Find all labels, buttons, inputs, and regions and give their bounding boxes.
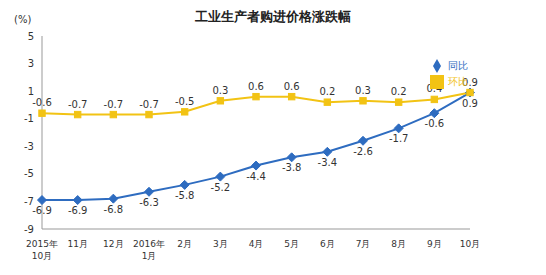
svg-text:0.6: 0.6 bbox=[284, 81, 300, 92]
svg-text:-0.6: -0.6 bbox=[32, 97, 52, 108]
svg-text:-6.8: -6.8 bbox=[104, 204, 124, 215]
svg-text:9月: 9月 bbox=[427, 239, 442, 249]
svg-text:4月: 4月 bbox=[249, 239, 264, 249]
svg-text:-2.6: -2.6 bbox=[353, 146, 373, 157]
svg-text:-6.3: -6.3 bbox=[139, 197, 159, 208]
svg-text:-6.9: -6.9 bbox=[68, 205, 88, 216]
svg-text:-1: -1 bbox=[24, 113, 34, 124]
svg-text:10月: 10月 bbox=[32, 251, 52, 261]
svg-text:-0.5: -0.5 bbox=[175, 96, 195, 107]
svg-text:0.3: 0.3 bbox=[212, 85, 228, 96]
svg-text:-0.6: -0.6 bbox=[425, 118, 445, 129]
svg-text:-4.4: -4.4 bbox=[246, 171, 266, 182]
svg-text:0.6: 0.6 bbox=[248, 81, 264, 92]
svg-text:10月: 10月 bbox=[460, 239, 480, 249]
svg-text:0.2: 0.2 bbox=[319, 86, 335, 97]
svg-text:-5: -5 bbox=[24, 168, 34, 179]
svg-text:11月: 11月 bbox=[67, 239, 87, 249]
svg-text:-1.7: -1.7 bbox=[389, 133, 409, 144]
svg-text:-0.7: -0.7 bbox=[139, 99, 159, 110]
svg-text:-3.8: -3.8 bbox=[282, 162, 302, 173]
svg-text:7月: 7月 bbox=[356, 239, 371, 249]
svg-text:5: 5 bbox=[28, 31, 34, 42]
svg-text:-0.7: -0.7 bbox=[68, 99, 88, 110]
svg-text:2月: 2月 bbox=[177, 239, 192, 249]
svg-text:-5.2: -5.2 bbox=[211, 182, 231, 193]
svg-text:3月: 3月 bbox=[213, 239, 228, 249]
svg-text:0.3: 0.3 bbox=[355, 85, 371, 96]
svg-text:0.9: 0.9 bbox=[462, 98, 478, 109]
svg-text:-5.8: -5.8 bbox=[175, 190, 195, 201]
svg-text:-3: -3 bbox=[24, 141, 34, 152]
svg-text:8月: 8月 bbox=[391, 239, 406, 249]
svg-text:5月: 5月 bbox=[284, 239, 299, 249]
svg-text:-0.7: -0.7 bbox=[104, 99, 124, 110]
svg-text:0.2: 0.2 bbox=[391, 86, 407, 97]
svg-text:6月: 6月 bbox=[320, 239, 335, 249]
svg-text:2015年: 2015年 bbox=[26, 239, 58, 249]
svg-text:0.4: 0.4 bbox=[426, 83, 442, 94]
svg-text:-9: -9 bbox=[24, 224, 34, 235]
svg-text:1: 1 bbox=[28, 86, 34, 97]
svg-text:0.9: 0.9 bbox=[462, 77, 478, 88]
svg-text:-6.9: -6.9 bbox=[32, 205, 52, 216]
svg-text:-3.4: -3.4 bbox=[318, 157, 338, 168]
svg-text:3: 3 bbox=[28, 58, 34, 69]
svg-text:2016年: 2016年 bbox=[133, 239, 165, 249]
svg-text:1月: 1月 bbox=[142, 251, 157, 261]
svg-text:12月: 12月 bbox=[103, 239, 123, 249]
